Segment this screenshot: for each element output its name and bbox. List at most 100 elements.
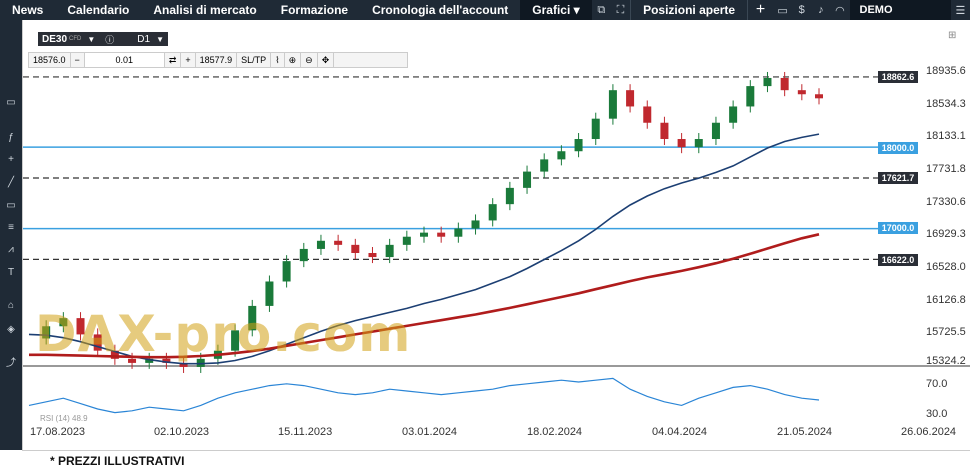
price-level-tag[interactable]: 18000.0 — [878, 142, 918, 154]
currency-icon[interactable]: $ — [798, 4, 805, 16]
sell-price[interactable]: 18576.0 — [29, 53, 71, 67]
candle-body — [128, 358, 137, 363]
rsi-line — [28, 377, 820, 414]
y-tick: 17330.6 — [926, 196, 966, 208]
price-level-tag[interactable]: 16622.0 — [878, 254, 918, 266]
candle-body — [797, 90, 806, 95]
refresh-icon[interactable]: ⇄ — [165, 53, 182, 67]
account-type: DEMO — [859, 4, 893, 16]
monitor-icon[interactable]: ▭ — [6, 97, 16, 108]
x-tick: 21.05.2024 — [777, 426, 833, 438]
add-tab-icon[interactable]: + — [755, 1, 766, 18]
candle-body — [42, 326, 51, 339]
candle-body — [59, 318, 68, 327]
share-icon[interactable]: ⤴ — [6, 358, 16, 369]
symbol-type: CFD — [69, 36, 82, 42]
chevron-down-icon: ▼ — [156, 34, 164, 44]
left-toolbar: ▭ ƒ + ╱ ▭ ≡ ⩘ T ⌂ ◈ ⤴ — [0, 20, 22, 450]
candle-body — [299, 248, 308, 262]
menu-icon[interactable]: ☰ — [955, 4, 966, 17]
candle-body — [746, 86, 755, 107]
plus-icon[interactable]: + — [181, 53, 196, 67]
text-tool-icon[interactable]: T — [7, 267, 15, 278]
candle-body — [334, 240, 343, 245]
tab-calendario[interactable]: Calendario — [67, 3, 130, 17]
tab-analisi-di-mercato[interactable]: Analisi di mercato — [153, 3, 257, 17]
x-tick: 17.08.2023 — [30, 426, 86, 438]
divider — [747, 0, 749, 20]
magnet-icon[interactable]: ⌂ — [7, 300, 15, 311]
candle-body — [402, 236, 411, 245]
candle-body — [780, 77, 789, 91]
zoom-in-icon[interactable]: ⊕ — [285, 53, 302, 67]
candle-body — [694, 139, 703, 148]
fullscreen-icon[interactable]: ⛶ — [616, 3, 625, 16]
candle-body — [729, 106, 738, 123]
buy-price[interactable]: 18577.9 — [196, 53, 238, 67]
tab-grafici[interactable]: Grafici ▾ — [520, 0, 592, 20]
minus-icon[interactable]: − — [71, 53, 85, 67]
tab-formazione[interactable]: Formazione — [280, 3, 349, 17]
volume-field[interactable]: 0.01 — [84, 53, 165, 67]
candle-body — [626, 90, 635, 107]
candle-body — [282, 261, 291, 282]
x-tick: 26.06.2024 — [901, 426, 957, 438]
info-icon[interactable]: ⓘ — [105, 34, 115, 45]
trend-icon[interactable]: ⌇ — [271, 53, 285, 67]
tab-posizioni-aperte[interactable]: Posizioni aperte — [643, 3, 736, 17]
pitchfork-icon[interactable]: ⩘ — [8, 244, 14, 255]
account-badge[interactable]: DEMO 10979849 — [849, 0, 951, 36]
candle-body — [368, 252, 377, 258]
ma-slow-line — [29, 233, 820, 359]
wifi-icon: ◠ — [835, 4, 845, 17]
move-icon[interactable]: ✥ — [318, 53, 335, 67]
candle-body — [643, 106, 652, 123]
candle-body — [711, 122, 720, 140]
layers-icon[interactable]: ◈ — [7, 324, 15, 335]
sltp-button[interactable]: SL/TP — [237, 53, 272, 67]
tab-news[interactable]: News — [12, 3, 44, 17]
layout-icon[interactable]: ▭ — [777, 4, 788, 17]
price-chart[interactable] — [23, 20, 970, 450]
y-tick: 18534.3 — [926, 98, 966, 110]
tab-cronologia-account[interactable]: Cronologia dell'account — [372, 3, 509, 17]
candle-body — [591, 118, 600, 140]
chevron-down-icon: ▼ — [87, 34, 96, 44]
rsi-tick: 30.0 — [926, 408, 948, 420]
candle-body — [420, 232, 428, 237]
popout-icon[interactable]: ⧉ — [597, 3, 606, 16]
expand-icon[interactable]: ⊞ — [948, 30, 957, 41]
candle-body — [815, 94, 823, 99]
candle-body — [179, 362, 188, 367]
y-tick: 18935.6 — [926, 65, 966, 77]
order-toolbar: 18576.0 − 0.01 ⇄ + 18577.9 SL/TP ⌇ ⊕ ⊖ ✥ — [28, 52, 408, 68]
chart-area[interactable] — [22, 20, 970, 450]
rectangle-icon[interactable]: ▭ — [6, 200, 16, 211]
price-level-tag[interactable]: 18862.6 — [878, 71, 918, 83]
candle-body — [763, 77, 772, 87]
candle-body — [488, 204, 497, 221]
candle-body — [471, 220, 480, 229]
function-icon[interactable]: ƒ — [8, 132, 14, 143]
price-level-tag[interactable]: 17000.0 — [878, 222, 918, 234]
candle-body — [523, 171, 532, 188]
crosshair-icon[interactable]: + — [8, 154, 14, 165]
candle-body — [76, 318, 85, 335]
x-tick: 18.02.2024 — [527, 426, 583, 438]
candle-body — [574, 139, 583, 152]
symbol-selector[interactable]: DE30 CFD ▼ ⓘ D1 ▼ — [38, 32, 168, 46]
x-tick: 15.11.2023 — [278, 426, 333, 438]
timeframe-value[interactable]: D1 — [137, 33, 151, 45]
symbol-name: DE30 — [42, 33, 68, 45]
topbar-right: ▭ $ ♪ ◠ DEMO 10979849 ☰ — [773, 0, 970, 36]
candle-body — [145, 358, 154, 363]
zoom-out-icon[interactable]: ⊖ — [301, 53, 318, 67]
line-tool-icon[interactable]: ╱ — [7, 177, 15, 188]
x-tick: 04.04.2024 — [652, 426, 708, 438]
fibonacci-icon[interactable]: ≡ — [8, 222, 14, 233]
y-tick: 18133.1 — [926, 130, 966, 142]
candle-body — [231, 330, 240, 351]
sound-icon[interactable]: ♪ — [818, 4, 824, 16]
candle-body — [351, 244, 360, 253]
price-level-tag[interactable]: 17621.7 — [878, 172, 918, 184]
